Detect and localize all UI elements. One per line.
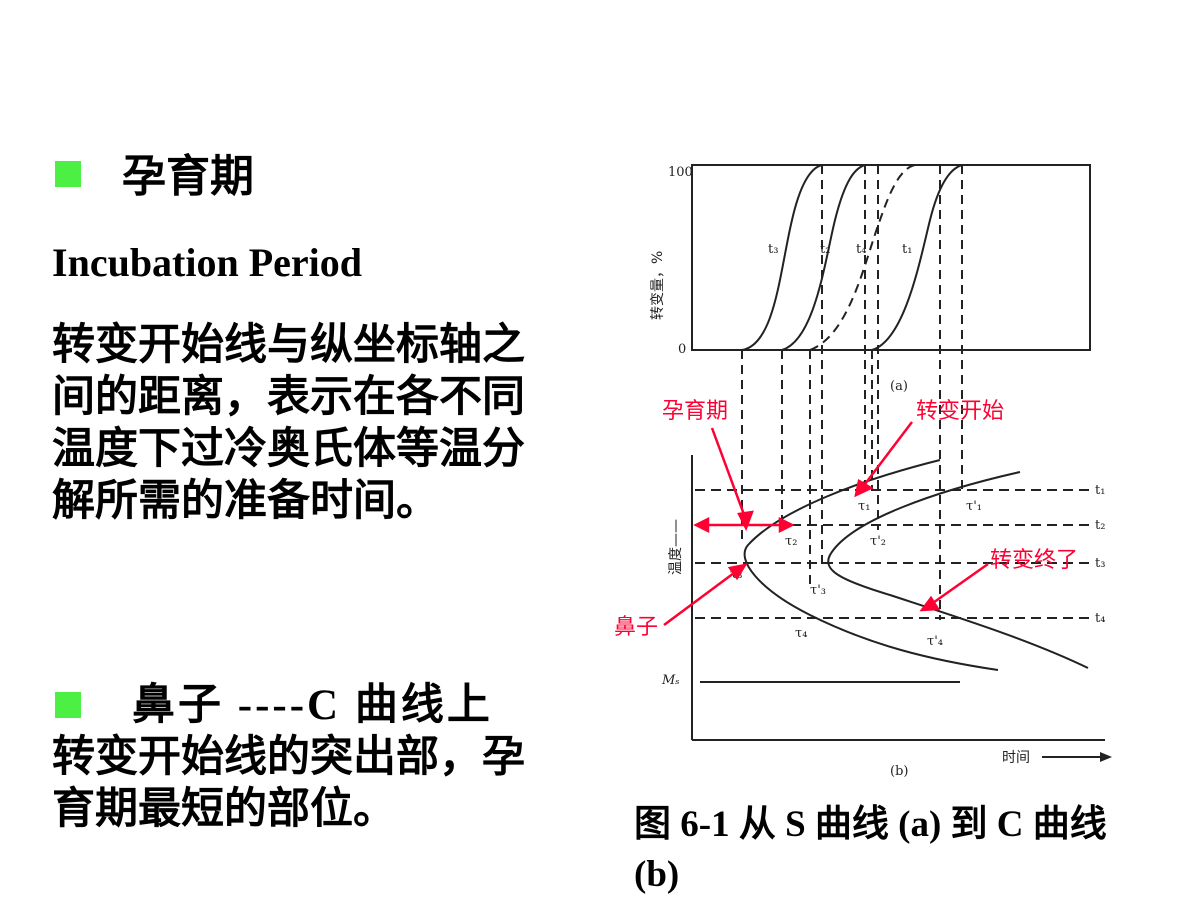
tau-end-2: τ'₂ [870,534,886,549]
top-ylabel: 转变量，% [650,251,666,320]
temp-label-t1: t₁ [1095,483,1105,498]
temp-label-t3: t₃ [1095,556,1105,571]
panel-label-b: (b) [890,764,908,779]
paragraph-nose: 鼻子 ----C 曲线上转变开始线的突出部，孕育期最短的部位。 [52,680,532,836]
nose-rest: 转变开始线的突出部，孕育期最短的部位。 [52,734,525,833]
bottom-chart-b [691,455,1105,741]
tau-start-2: τ₂ [785,534,797,549]
top-ytick-0: 0 [678,342,686,357]
bottom-ylabel: 温度—— [668,519,684,575]
annotation-nose: 鼻子 [614,615,658,640]
tau-end-4: τ'₄ [927,634,943,649]
panel-label-a: (a) [890,379,908,394]
tau-end-3: τ'₃ [810,583,826,598]
tau-start-1: τ₁ [858,499,870,514]
nose-lead: 鼻子 ----C 曲线上 [132,682,493,729]
annotation-incubation: 孕育期 [662,399,728,424]
annotation-arrows [663,421,989,627]
s-curve-t3 [741,164,823,351]
ms-label: Mₛ [661,673,680,688]
s-to-c-curve-figure: 100 0 转变量，% t₃ t₂ t₄ t₁ (a) 温度—— Mₛ 时间 (… [614,164,1112,779]
annotation-end: 转变终了 [990,548,1078,573]
curve-label-t3: t₃ [768,242,778,257]
bullet-square-1 [55,161,81,187]
time-arrow [1042,752,1112,762]
bottom-xlabel: 时间 [1002,750,1030,766]
annotation-start: 转变开始 [916,399,1004,424]
bullet-square-2 [55,692,81,718]
tau-end-1: τ'₁ [966,499,982,514]
curve-label-t2: t₂ [820,242,830,257]
figure-caption: 图 6-1 从 S 曲线 (a) 到 C 曲线 (b) [634,804,1107,895]
curve-label-t4: t₄ [856,242,866,257]
top-chart-frame [691,164,1091,351]
tau-start-4: τ₄ [795,626,807,641]
c-curve-start [743,459,999,671]
s-curve-t4 [809,164,916,351]
curve-label-t1: t₁ [902,242,912,257]
projection-lines [741,165,963,620]
s-curve-t2 [781,164,866,351]
c-curve-end [827,471,1089,669]
s-curve-t1 [871,164,963,351]
heading-incubation: 孕育期 [122,152,254,201]
paragraph-definition: 转变开始线与纵坐标轴之间的距离，表示在各不同温度下过冷奥氏体等温分解所需的准备时… [52,322,525,525]
top-chart-a [691,164,1091,351]
temp-label-t4: t₄ [1095,611,1105,626]
english-title: Incubation Period [52,240,363,285]
temp-label-t2: t₂ [1095,518,1105,533]
top-ytick-100: 100 [668,165,693,180]
